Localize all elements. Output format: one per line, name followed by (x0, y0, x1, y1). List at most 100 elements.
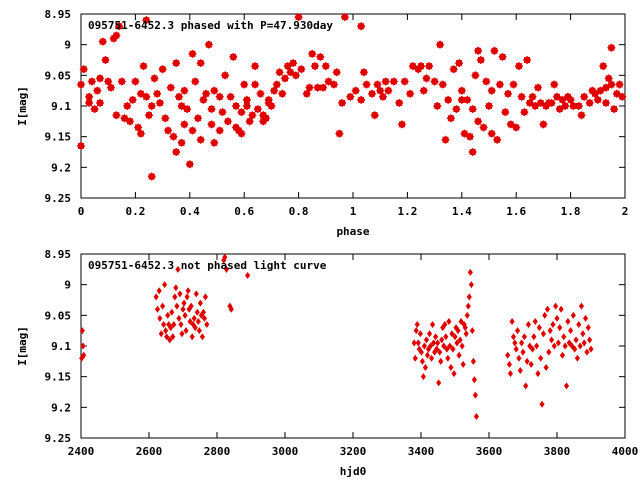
phased-data-point-core (262, 115, 269, 122)
phased-data-point-core (336, 130, 343, 137)
unphased-data-point (454, 339, 460, 347)
unphased-data-point (201, 314, 207, 322)
phased-data-point-core (363, 81, 370, 88)
phased-data-point-core (137, 130, 144, 137)
phased-data-point-core (458, 87, 465, 94)
unphased-data-point (195, 317, 201, 325)
unphased-data-point (450, 345, 456, 353)
phased-data-point-core (173, 149, 180, 155)
phased-data-point-core (570, 103, 577, 109)
unphased-data-point (468, 281, 474, 289)
unphased-data-point (557, 324, 563, 332)
phased-data-point-core (181, 121, 188, 128)
unphased-data-point (411, 339, 417, 347)
phased-data-point-core (524, 57, 531, 63)
unphased-data-point (588, 345, 594, 353)
phased-data-point-core (167, 84, 174, 91)
phased-data-point-core (371, 112, 378, 119)
phased-data-point-core (208, 106, 215, 113)
phased-data-point-core (211, 87, 218, 94)
unphased-data-point (202, 293, 209, 301)
unphased-data-point (172, 293, 178, 301)
phased-data-point-core (586, 99, 593, 106)
unphased-data-point (523, 382, 529, 390)
phased-x-tick-label: 2 (622, 205, 629, 218)
phased-data-point-core (271, 87, 278, 94)
phased-data-point-core (116, 23, 123, 30)
unphased-x-tick-label: 2600 (136, 445, 163, 458)
phased-data-point-core (216, 93, 223, 100)
phased-data-point-core (86, 93, 93, 100)
unphased-data-point (80, 342, 86, 350)
phased-data-point-core (279, 90, 286, 97)
phased-data-point-core (358, 23, 365, 30)
phased-data-point-core (118, 78, 125, 85)
unphased-data-point (576, 321, 582, 329)
unphased-data-point (421, 342, 427, 350)
phased-data-point-core (105, 78, 112, 85)
unphased-x-tick-label: 2800 (204, 445, 231, 458)
phased-data-point-core (330, 81, 337, 88)
phased-data-point-core (284, 63, 291, 70)
unphased-data-point (162, 281, 168, 289)
unphased-data-point (193, 290, 199, 298)
unphased-y-tick-label: 9 (64, 279, 71, 292)
unphased-data-point (81, 351, 87, 359)
phased-data-point-core (88, 78, 95, 85)
unphased-data-point (187, 317, 193, 325)
unphased-data-point (569, 342, 575, 350)
unphased-data-point (189, 333, 195, 341)
phased-data-point-core (477, 57, 484, 63)
unphased-data-point (542, 311, 548, 319)
unphased-data-point (413, 327, 419, 335)
phased-data-point-core (426, 63, 433, 70)
unphased-data-point (514, 327, 521, 335)
unphased-data-point (531, 333, 537, 341)
phased-data-point-core (189, 50, 196, 57)
phased-data-point-core (575, 103, 582, 109)
phased-data-point-core (581, 93, 588, 100)
phased-data-point-core (175, 93, 182, 100)
phased-data-point-core (510, 81, 517, 88)
unphased-x-tick-label: 2400 (68, 445, 95, 458)
phased-data-point-core (107, 84, 114, 91)
unphased-data-point (200, 308, 206, 316)
unphased-data-point (534, 342, 540, 350)
phased-data-point-core (450, 66, 457, 73)
phased-data-point-core (488, 130, 495, 137)
phased-light-curve-panel: 0 0.2 0.4 0.6 0.8 1 1.2 1.4 1.6 1.8 2 8.95 9 9.05 9.1 9… (16, 8, 628, 238)
unphased-data-point (415, 339, 421, 347)
phased-data-point-core (216, 127, 223, 134)
unphased-data-point (516, 354, 522, 362)
phased-data-point-core (290, 60, 297, 67)
unphased-data-point (412, 354, 418, 362)
unphased-data-point (519, 339, 525, 347)
unphased-y-tick-label: 8.95 (45, 248, 72, 261)
phased-data-point-core (578, 112, 585, 119)
phased-data-point-core (80, 66, 87, 73)
unphased-data-point (466, 293, 472, 301)
phased-data-point-core (222, 72, 229, 79)
unphased-data-point (192, 324, 198, 332)
phased-data-point-core (260, 112, 267, 119)
unphased-data-point (177, 290, 183, 298)
unphased-data-point (420, 373, 426, 381)
unphased-data-point (512, 339, 518, 347)
unphased-data-point (462, 324, 468, 332)
unphased-data-point (199, 333, 205, 341)
phased-data-point-core (537, 99, 544, 106)
phased-data-point-core (616, 81, 623, 88)
phased-data-point-core (540, 121, 547, 128)
phased-data-point-core (238, 109, 245, 116)
unphased-data-point (427, 342, 434, 350)
phased-data-point-core (551, 81, 558, 88)
phased-data-point-core (173, 60, 180, 67)
unphased-data-point (222, 253, 228, 261)
unphased-data-point (445, 354, 451, 362)
phased-data-point-core (208, 121, 215, 128)
phased-data-point-core (200, 96, 207, 103)
phased-data-point-core (102, 57, 109, 63)
phased-data-point-core (205, 41, 212, 48)
phased-data-point-core (178, 139, 185, 146)
phased-data-point-core (507, 121, 514, 128)
